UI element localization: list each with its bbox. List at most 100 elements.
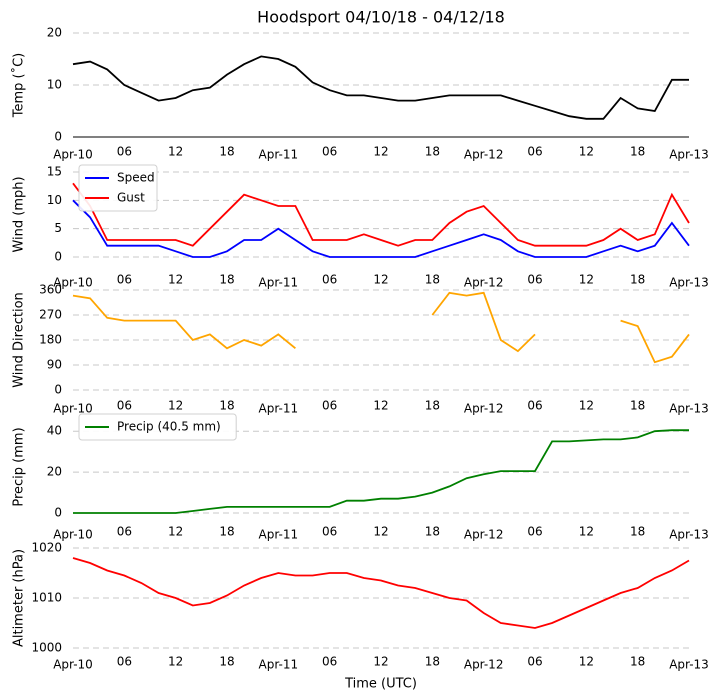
x-tick-label: 18 xyxy=(630,273,645,287)
x-tick-label: 12 xyxy=(373,273,388,287)
x-tick-label: 06 xyxy=(322,145,337,159)
data-line xyxy=(72,199,690,258)
x-tick-label: 06 xyxy=(527,145,542,159)
x-tick-label: Apr-12 xyxy=(464,276,504,290)
x-tick-label: 06 xyxy=(322,399,337,413)
y-tick-label: 1020 xyxy=(31,541,62,555)
x-tick-label: 18 xyxy=(425,525,440,539)
x-tick-label: 18 xyxy=(425,273,440,287)
x-tick-label: 18 xyxy=(219,525,234,539)
x-tick-label: 12 xyxy=(168,525,183,539)
x-tick-label: 18 xyxy=(425,399,440,413)
y-tick-label: 1010 xyxy=(31,591,62,605)
y-axis-label: Precip (mm) xyxy=(12,427,27,506)
legend-label: Precip (40.5 mm) xyxy=(117,420,221,434)
x-tick-label: Apr-10 xyxy=(53,402,93,416)
x-tick-label: 12 xyxy=(168,145,183,159)
x-tick-label: 12 xyxy=(579,655,594,669)
x-tick-label: Apr-13 xyxy=(669,148,709,162)
y-tick-label: 10 xyxy=(47,193,62,207)
x-tick-label: 18 xyxy=(219,273,234,287)
x-tick-label: 06 xyxy=(527,273,542,287)
y-tick-label: 90 xyxy=(47,358,62,372)
y-axis-label: Wind Direction xyxy=(12,292,27,388)
x-tick-label: Apr-12 xyxy=(464,528,504,542)
x-axis-label: Time (UTC) xyxy=(344,677,417,692)
chart-title: Hoodsport 04/10/18 - 04/12/18 xyxy=(257,8,505,27)
x-tick-label: 06 xyxy=(117,655,132,669)
x-tick-label: Apr-10 xyxy=(53,148,93,162)
x-tick-label: Apr-10 xyxy=(53,658,93,672)
x-tick-label: 06 xyxy=(117,145,132,159)
x-tick-label: 12 xyxy=(168,655,183,669)
x-tick-label: Apr-12 xyxy=(464,148,504,162)
y-tick-label: 0 xyxy=(54,506,62,520)
y-tick-label: 10 xyxy=(47,78,62,92)
y-tick-label: 15 xyxy=(47,165,62,179)
x-tick-label: 06 xyxy=(322,525,337,539)
x-tick-label: 06 xyxy=(322,273,337,287)
x-tick-label: 12 xyxy=(168,273,183,287)
x-tick-label: 18 xyxy=(630,145,645,159)
y-axis-label: Temp (˚C) xyxy=(11,53,27,119)
x-tick-label: Apr-10 xyxy=(53,528,93,542)
x-tick-label: 06 xyxy=(527,399,542,413)
x-tick-label: 06 xyxy=(527,525,542,539)
x-tick-label: 18 xyxy=(219,655,234,669)
x-tick-label: Apr-12 xyxy=(464,658,504,672)
y-tick-label: 270 xyxy=(39,308,62,322)
x-tick-label: 12 xyxy=(373,655,388,669)
data-line xyxy=(73,429,689,514)
x-tick-label: Apr-11 xyxy=(259,658,299,672)
legend-label: Gust xyxy=(117,191,145,205)
x-tick-label: 18 xyxy=(630,655,645,669)
x-tick-label: Apr-11 xyxy=(259,528,299,542)
y-axis-label: Altimeter (hPa) xyxy=(12,549,27,647)
x-tick-label: 06 xyxy=(117,399,132,413)
x-tick-label: Apr-11 xyxy=(259,402,299,416)
y-tick-label: 0 xyxy=(54,250,62,264)
x-tick-label: 18 xyxy=(630,399,645,413)
x-tick-label: 06 xyxy=(527,655,542,669)
x-tick-label: 12 xyxy=(579,525,594,539)
data-line xyxy=(72,557,690,629)
data-line xyxy=(431,291,536,353)
legend-box xyxy=(78,413,237,441)
x-tick-label: Apr-13 xyxy=(669,658,709,672)
x-tick-label: 12 xyxy=(579,145,594,159)
y-axis-label: Wind (mph) xyxy=(12,176,27,252)
legend-label: Speed xyxy=(117,171,155,185)
x-tick-label: 06 xyxy=(117,525,132,539)
data-line xyxy=(72,182,690,247)
x-tick-label: 12 xyxy=(579,273,594,287)
x-tick-label: 12 xyxy=(579,399,594,413)
x-tick-label: 06 xyxy=(322,655,337,669)
y-tick-label: 1000 xyxy=(31,641,62,655)
y-tick-label: 20 xyxy=(47,26,62,40)
x-tick-label: 18 xyxy=(630,525,645,539)
x-tick-label: 12 xyxy=(373,399,388,413)
data-line xyxy=(72,294,296,350)
x-tick-label: Apr-11 xyxy=(259,276,299,290)
x-tick-label: 12 xyxy=(373,145,388,159)
data-line xyxy=(620,319,690,364)
x-tick-label: Apr-10 xyxy=(53,276,93,290)
x-tick-label: 18 xyxy=(219,145,234,159)
x-tick-label: 06 xyxy=(117,273,132,287)
y-tick-label: 0 xyxy=(54,130,62,144)
legend-box xyxy=(78,164,158,212)
x-tick-label: Apr-12 xyxy=(464,402,504,416)
x-tick-label: 18 xyxy=(219,399,234,413)
x-tick-label: Apr-11 xyxy=(259,148,299,162)
x-tick-label: 12 xyxy=(168,399,183,413)
y-tick-label: 0 xyxy=(54,383,62,397)
y-tick-label: 20 xyxy=(47,465,62,479)
x-tick-label: 18 xyxy=(425,145,440,159)
y-tick-label: 5 xyxy=(54,221,62,235)
data-line xyxy=(72,55,689,120)
x-tick-label: 12 xyxy=(373,525,388,539)
y-tick-label: 180 xyxy=(39,333,62,347)
y-tick-label: 360 xyxy=(39,283,62,297)
